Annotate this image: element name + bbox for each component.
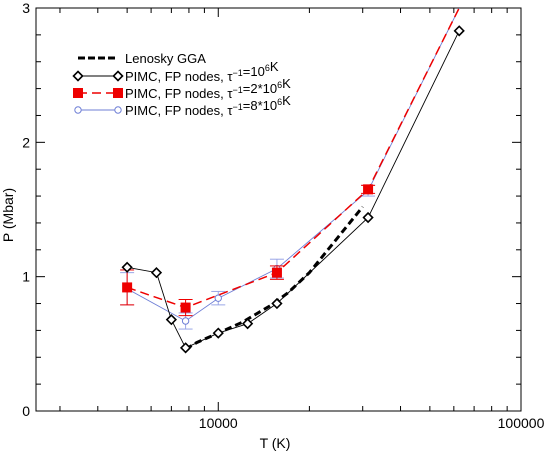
legend-label: PIMC, FP nodes, τ−1=8*106K bbox=[125, 93, 291, 118]
data-point bbox=[180, 302, 191, 313]
legend-text-part: PIMC, FP nodes, bbox=[125, 86, 227, 101]
data-point bbox=[453, 25, 465, 37]
y-axis-title: P (Mbar) bbox=[0, 188, 16, 242]
y-tick-label: 3 bbox=[22, 0, 30, 16]
y-tick-label: 1 bbox=[22, 269, 30, 285]
legend-text-part: PIMC, FP nodes, bbox=[125, 103, 227, 118]
data-point bbox=[150, 267, 163, 279]
y-tick-label: 0 bbox=[22, 403, 30, 419]
legend-superscript: −1 bbox=[233, 102, 243, 112]
legend-text-part: =8*10 bbox=[243, 98, 277, 113]
data-point bbox=[212, 327, 224, 339]
legend-text-part: K bbox=[282, 93, 291, 108]
legend-text-part: =2*10 bbox=[243, 81, 277, 96]
legend-label: PIMC, FP nodes, τ−1=2*106K bbox=[125, 76, 291, 101]
legend-text-part: τ bbox=[227, 69, 233, 84]
legend-text-part: τ bbox=[227, 103, 233, 118]
legend-superscript: 6 bbox=[277, 80, 282, 90]
plot-frame bbox=[35, 7, 522, 412]
data-point bbox=[241, 318, 254, 330]
data-point bbox=[122, 282, 133, 293]
legend-marker bbox=[114, 106, 122, 114]
legend-label: PIMC, FP nodes, τ−1=106K bbox=[125, 59, 279, 84]
data-point bbox=[165, 314, 178, 326]
data-point bbox=[214, 294, 222, 302]
data-point bbox=[362, 211, 374, 224]
legend-text-part: K bbox=[282, 76, 291, 91]
ticks-layer: 10000 100000 0 1 2 3 bbox=[22, 0, 544, 431]
series-layer bbox=[120, 8, 465, 354]
legend-marker bbox=[73, 88, 83, 98]
data-point bbox=[121, 261, 133, 273]
x-axis-title: T (K) bbox=[260, 435, 291, 451]
series-pimc2 bbox=[120, 8, 460, 317]
legend-entry-pimc2: PIMC, FP nodes, τ−1=2*106K bbox=[73, 76, 291, 101]
legend-label: Lenosky GGA bbox=[125, 51, 206, 66]
legend-entry-pimc8: PIMC, FP nodes, τ−1=8*106K bbox=[74, 93, 291, 118]
legend-superscript: 6 bbox=[277, 97, 282, 107]
legend-text-part: K bbox=[270, 59, 279, 74]
legend-marker bbox=[74, 106, 82, 114]
x-tick-label: 10000 bbox=[199, 415, 238, 431]
legend-text-part: PIMC, FP nodes, bbox=[125, 69, 227, 84]
data-point bbox=[363, 184, 374, 195]
series-line-lenosky bbox=[184, 205, 364, 351]
legend-marker bbox=[113, 88, 123, 98]
legend-text-part: τ bbox=[227, 86, 233, 101]
legend-entry-lenosky: Lenosky GGA bbox=[78, 51, 206, 66]
legend-marker bbox=[112, 70, 124, 82]
legend-marker bbox=[72, 70, 84, 82]
y-tick-label: 2 bbox=[22, 134, 30, 150]
legend-superscript: 6 bbox=[265, 63, 270, 73]
legend-text-part: =10 bbox=[243, 64, 265, 79]
legend-entry-pimc1: PIMC, FP nodes, τ−1=106K bbox=[72, 59, 279, 84]
x-tick-label: 100000 bbox=[498, 415, 545, 431]
data-point bbox=[181, 317, 190, 325]
legend-superscript: −1 bbox=[233, 68, 243, 78]
legend-superscript: −1 bbox=[233, 85, 243, 95]
data-point bbox=[179, 342, 192, 354]
series-pimc1 bbox=[121, 25, 465, 354]
series-lenosky bbox=[184, 205, 364, 351]
data-point bbox=[271, 267, 282, 278]
data-point bbox=[271, 297, 283, 310]
